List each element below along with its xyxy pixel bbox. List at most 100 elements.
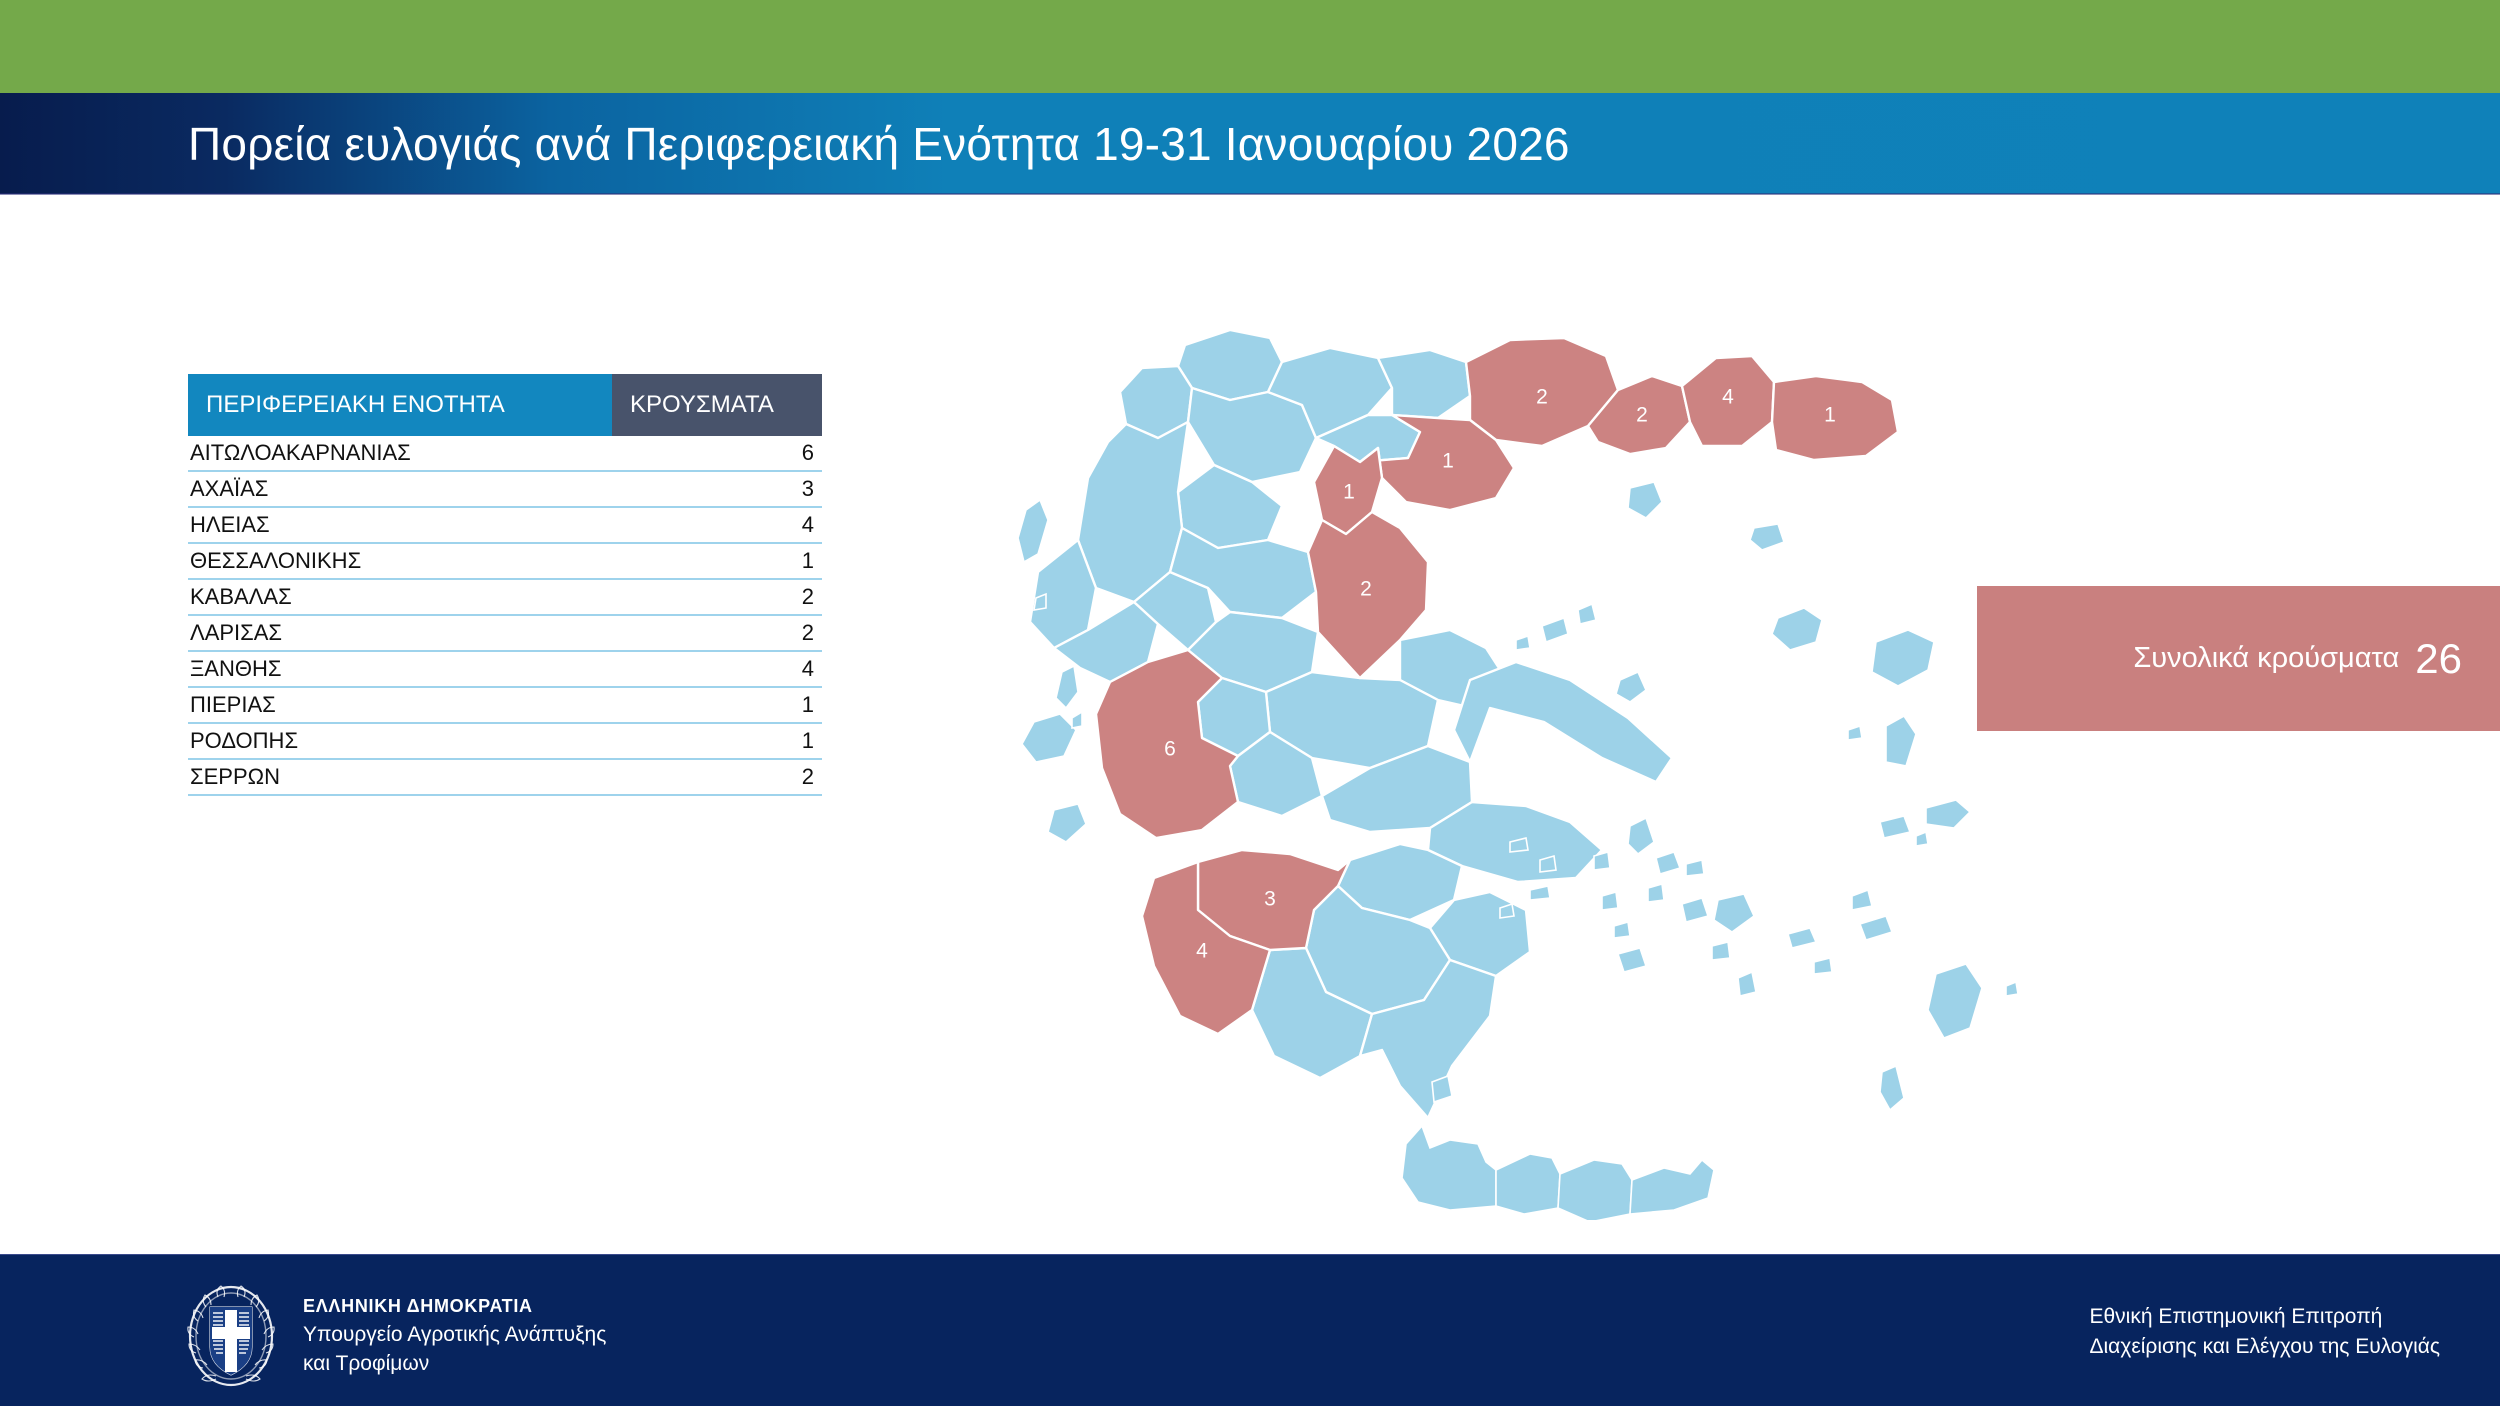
island-hydra <box>1529 885 1551 901</box>
table-row: ΑΧΑΪΑΣ 3 <box>188 471 822 508</box>
banner-underline <box>0 193 2500 195</box>
island-ikaria <box>1879 815 1912 839</box>
island-kythnos <box>1601 890 1619 911</box>
title-banner: Πορεία ευλογιάς ανά Περιφερειακή Ενότητα… <box>0 93 2500 194</box>
cell-case-count: 2 <box>612 579 822 616</box>
ministry-text-block: ΕΛΛΗΝΙΚΗ ΔΗΜΟΚΡΑΤΙΑ Υπουργείο Αγροτικής … <box>303 1294 606 1379</box>
total-cases-label: Συνολικά κρούσματα <box>2133 642 2400 674</box>
island-skiathos <box>1515 634 1531 651</box>
island-spetses <box>1499 902 1515 919</box>
cases-table: ΠΕΡΙΦΕΡΕΙΑΚΗ ΕΝΟΤΗΤΑ ΚΡΟΥΣΜΑΤΑ ΑΙΤΩΛΟΑΚΑ… <box>188 374 822 796</box>
map-label-xanthi: 4 <box>1722 386 1734 409</box>
map-label-kavala: 2 <box>1636 404 1648 427</box>
island-chania <box>1401 1124 1497 1211</box>
cell-region-name: ΠΙΕΡΙΑΣ <box>188 687 612 724</box>
region-thessaloniki-affected <box>1358 413 1516 512</box>
island-kalymnos <box>1851 888 1873 911</box>
island-astypalaia <box>1813 957 1833 975</box>
island-kos <box>1858 915 1894 941</box>
cell-case-count: 2 <box>612 615 822 652</box>
region-larisa-affected <box>1306 510 1430 680</box>
table-row: ΘΕΣΣΑΛΟΝΙΚΗΣ 1 <box>188 543 822 580</box>
island-fournoi <box>1915 830 1929 847</box>
island-milos <box>1616 947 1648 973</box>
committee-line-1: Εθνική Επιστημονική Επιτροπή <box>2089 1305 2383 1328</box>
cell-region-name: ΡΟΔΟΠΗΣ <box>188 723 612 760</box>
table-head: ΠΕΡΙΦΕΡΕΙΑΚΗ ΕΝΟΤΗΤΑ ΚΡΟΥΣΜΑΤΑ <box>188 374 822 436</box>
island-rhodes <box>1927 963 1983 1039</box>
footer-bar <box>0 1255 2500 1406</box>
cell-region-name: ΣΕΡΡΩΝ <box>188 759 612 796</box>
cell-case-count: 1 <box>612 723 822 760</box>
cell-case-count: 4 <box>612 507 822 544</box>
region-kilkis <box>1376 348 1472 420</box>
island-skopelos <box>1541 616 1569 644</box>
island-salamina <box>1509 837 1529 853</box>
map-label-thessaloniki: 1 <box>1442 450 1454 473</box>
ministry-line-3: και Τροφίμων <box>303 1352 430 1376</box>
island-kastelorizo <box>2005 980 2019 997</box>
island-tinos <box>1655 850 1682 876</box>
island-lasithi <box>1629 1158 1715 1215</box>
island-zakynthos <box>1047 803 1087 843</box>
ministry-line-2: Υπουργείο Αγροτικής Ανάπτυξης <box>303 1322 607 1346</box>
region-ileia-affected <box>1140 860 1272 1036</box>
region-kavala-affected <box>1586 374 1692 456</box>
island-santorini <box>1737 970 1757 997</box>
emblem-svg <box>187 1285 275 1387</box>
island-kea <box>1593 850 1611 871</box>
island-skyros <box>1615 670 1647 703</box>
map-svg: 2 2 4 1 1 1 2 6 3 4 <box>1017 328 2019 1220</box>
cell-region-name: ΑΙΤΩΛΟΑΚΑΡΝΑΝΙΑΣ <box>188 436 612 472</box>
table-row: ΞΑΝΘΗΣ 4 <box>188 651 822 688</box>
island-ios <box>1711 941 1731 961</box>
table-row: ΛΑΡΙΣΑΣ 2 <box>188 615 822 652</box>
island-aigina <box>1539 854 1557 873</box>
cell-case-count: 4 <box>612 651 822 688</box>
total-cases-value: 26 <box>2415 634 2462 682</box>
island-psara <box>1847 724 1863 741</box>
island-irakleio <box>1557 1159 1633 1220</box>
map-label-achaia: 3 <box>1264 888 1276 911</box>
island-lesvos <box>1871 629 1935 687</box>
cell-case-count: 2 <box>612 759 822 796</box>
region-aitoloakarnania-affected <box>1094 648 1240 840</box>
cell-case-count: 6 <box>612 436 822 472</box>
table-header-row: ΠΕΡΙΦΕΡΕΙΑΚΗ ΕΝΟΤΗΤΑ ΚΡΟΥΣΜΑΤΑ <box>188 374 822 436</box>
island-alonnisos <box>1577 602 1597 625</box>
island-ithaki <box>1071 710 1083 729</box>
green-accent-band <box>0 0 2500 93</box>
cell-region-name: ΚΑΒΑΛΑΣ <box>188 579 612 616</box>
cell-case-count: 1 <box>612 543 822 580</box>
cell-region-name: ΛΑΡΙΣΑΣ <box>188 615 612 652</box>
island-kefalonia <box>1021 713 1077 763</box>
table-row: ΣΕΡΡΩΝ 2 <box>188 759 822 796</box>
island-amorgos <box>1787 927 1818 949</box>
island-samos <box>1925 799 1972 829</box>
region-evia <box>1452 660 1674 784</box>
island-corfu <box>1017 498 1049 564</box>
map-label-pieria: 1 <box>1343 481 1355 504</box>
island-kythira <box>1431 1074 1453 1104</box>
column-header-cases: ΚΡΟΥΣΜΑΤΑ <box>612 374 822 436</box>
table-row: ΡΟΔΟΠΗΣ 1 <box>188 723 822 760</box>
island-paxoi <box>1033 592 1047 611</box>
island-rethymno <box>1495 1153 1561 1215</box>
page-title: Πορεία ευλογιάς ανά Περιφερειακή Ενότητα… <box>188 117 1570 170</box>
island-limnos <box>1771 607 1823 651</box>
island-paros <box>1681 897 1710 923</box>
ministry-line-1: ΕΛΛΗΝΙΚΗ ΔΗΜΟΚΡΑΤΙΑ <box>303 1296 533 1316</box>
greek-republic-emblem-icon <box>176 1281 286 1391</box>
table-body: ΑΙΤΩΛΟΑΚΑΡΝΑΝΙΑΣ 6 ΑΧΑΪΑΣ 3 ΗΛΕΙΑΣ 4 ΘΕΣΣΑΛΟΝΙ… <box>188 436 822 796</box>
cell-region-name: ΑΧΑΪΑΣ <box>188 471 612 508</box>
cell-case-count: 3 <box>612 471 822 508</box>
region-lakonia <box>1358 958 1498 1120</box>
table-row: ΑΙΤΩΛΟΑΚΑΡΝΑΝΙΑΣ 6 <box>188 436 822 472</box>
table-row: ΠΙΕΡΙΑΣ 1 <box>188 687 822 724</box>
greece-choropleth-map: 2 2 4 1 1 1 2 6 3 4 <box>930 210 2040 1220</box>
map-label-aitoloakarnania: 6 <box>1164 738 1176 761</box>
cell-case-count: 1 <box>612 687 822 724</box>
island-thasos <box>1627 481 1663 519</box>
cell-region-name: ΘΕΣΣΑΛΟΝΙΚΗΣ <box>188 543 612 580</box>
